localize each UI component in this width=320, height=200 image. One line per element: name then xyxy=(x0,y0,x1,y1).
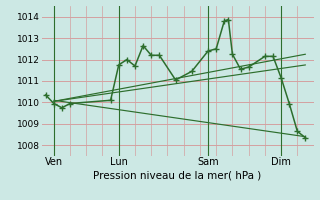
X-axis label: Pression niveau de la mer( hPa ): Pression niveau de la mer( hPa ) xyxy=(93,170,262,180)
